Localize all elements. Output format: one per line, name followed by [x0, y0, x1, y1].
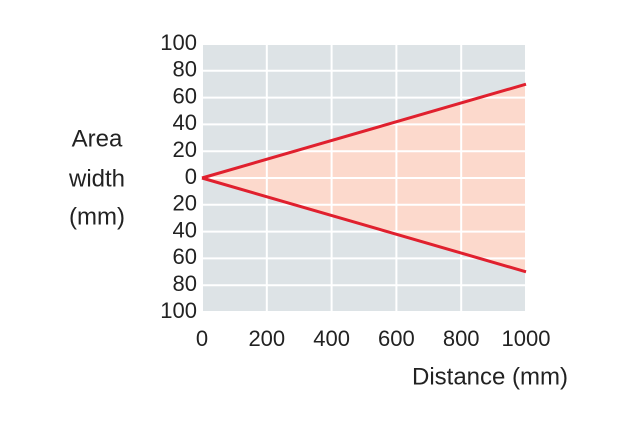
- x-tick-label: 1000: [502, 326, 551, 351]
- y-tick-label: 20: [173, 191, 197, 216]
- y-axis-label: width: [68, 165, 125, 192]
- x-tick-label: 800: [443, 326, 480, 351]
- y-tick-label: 80: [173, 57, 197, 82]
- y-tick-label: 40: [173, 110, 197, 135]
- y-tick-label: 60: [173, 83, 197, 108]
- x-tick-label: 200: [248, 326, 285, 351]
- y-tick-label: 20: [173, 137, 197, 162]
- y-axis-label: (mm): [69, 203, 125, 230]
- y-tick-label: 80: [173, 271, 197, 296]
- y-tick-label: 100: [160, 298, 197, 323]
- y-tick-label: 60: [173, 244, 197, 269]
- x-axis-label: Distance (mm): [412, 363, 568, 390]
- y-tick-label: 0: [185, 164, 197, 189]
- y-tick-label: 100: [160, 30, 197, 55]
- x-tick-label: 0: [196, 326, 208, 351]
- x-tick-label: 600: [378, 326, 415, 351]
- y-axis-label: Area: [72, 125, 123, 152]
- series-line: [201, 82, 527, 180]
- x-tick-label: 400: [313, 326, 350, 351]
- y-tick-label: 40: [173, 217, 197, 242]
- series-line: [201, 176, 527, 274]
